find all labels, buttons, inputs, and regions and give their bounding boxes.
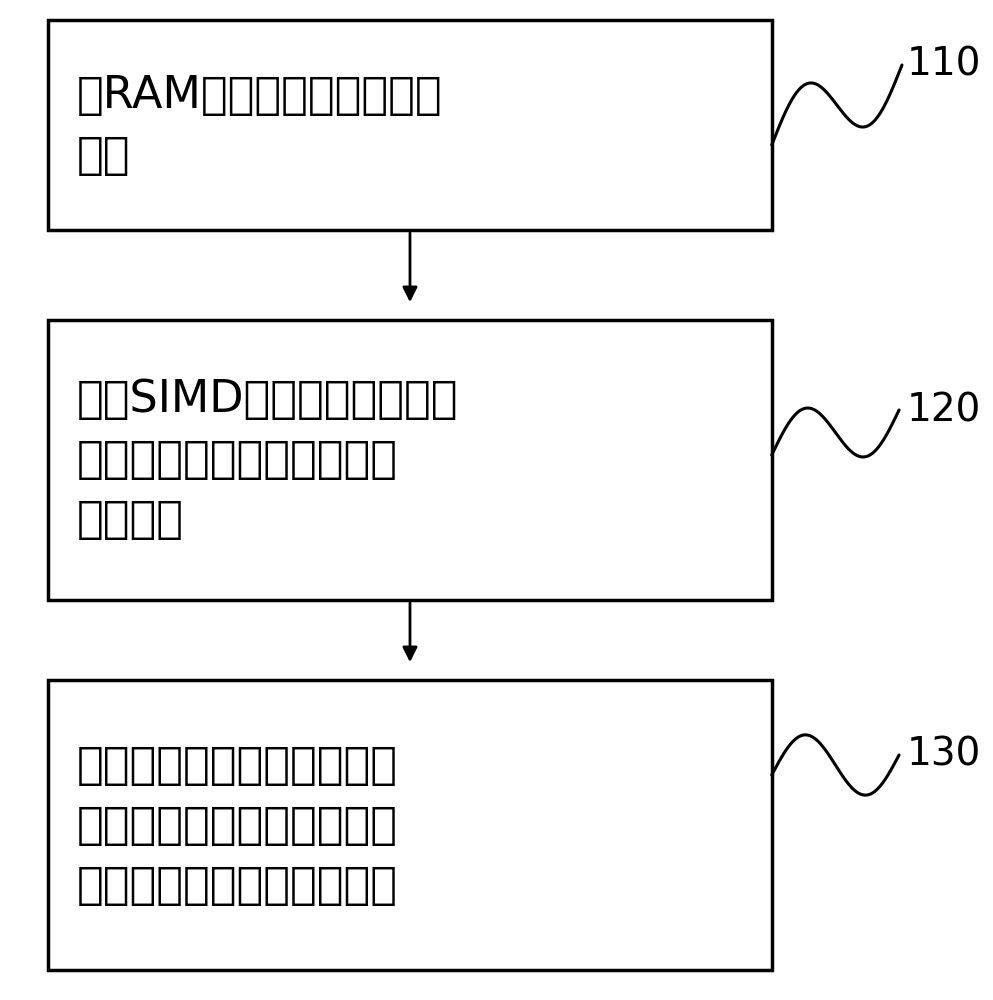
Bar bbox=[49, 680, 772, 970]
Bar bbox=[49, 20, 772, 230]
Text: 130: 130 bbox=[907, 736, 981, 774]
Bar bbox=[49, 320, 772, 600]
Text: 120: 120 bbox=[907, 391, 981, 429]
Text: 获取到目标地址的多个车道
同时开始运行，并行访问相
应的存储组，进行存取操作: 获取到目标地址的多个车道 同时开始运行，并行访问相 应的存储组，进行存取操作 bbox=[77, 744, 398, 906]
Text: 110: 110 bbox=[907, 46, 981, 84]
Text: 将RAM存储器划分为多个存
储组: 将RAM存储器划分为多个存 储组 bbox=[77, 74, 443, 176]
Text: 根据SIMD控制指令依次生成
多个目标地址，并发送至相
应的车道: 根据SIMD控制指令依次生成 多个目标地址，并发送至相 应的车道 bbox=[77, 378, 459, 542]
